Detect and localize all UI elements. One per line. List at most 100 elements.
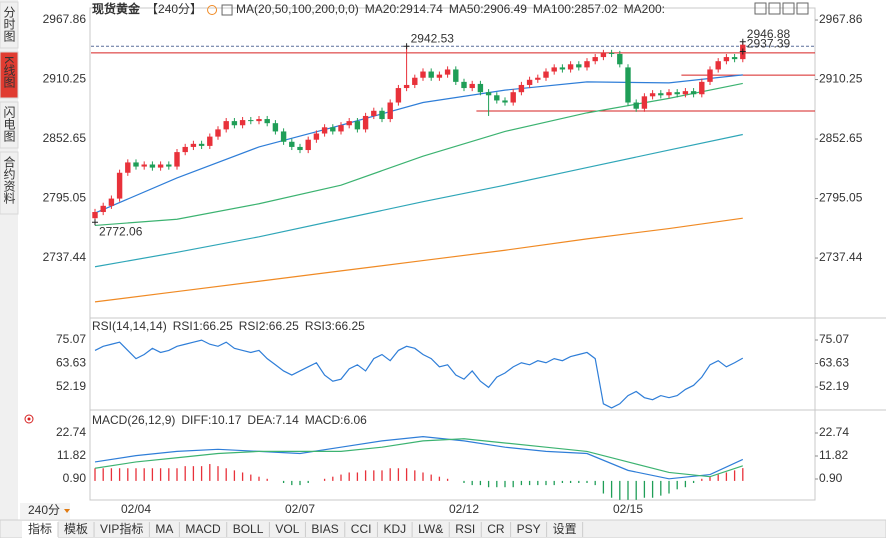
period-selector-bg[interactable] xyxy=(20,503,70,519)
annotation: 2942.53 xyxy=(411,31,455,45)
ma-line xyxy=(94,74,743,214)
candle-body xyxy=(305,139,311,151)
subtitle: 【240分】 xyxy=(146,2,202,16)
y-tick-label: 22.74 xyxy=(819,425,849,439)
period-selector[interactable]: 240分 xyxy=(28,503,60,517)
sidebar-tab-label[interactable]: K线图 xyxy=(2,56,16,88)
candle-body xyxy=(215,129,221,137)
y-tick-label: 75.07 xyxy=(56,332,86,346)
candle-body xyxy=(330,127,336,132)
candle-body xyxy=(584,61,590,68)
y-tick-label: 75.07 xyxy=(819,332,849,346)
sidebar-tab-label[interactable]: 分时图 xyxy=(2,6,16,42)
toolbar-tab[interactable]: BIAS xyxy=(311,522,338,536)
candle-body xyxy=(608,52,615,54)
candle-body xyxy=(338,125,344,132)
toolbar-tab[interactable]: VIP指标 xyxy=(100,521,143,536)
candle-body xyxy=(707,69,713,82)
toolbar-tab[interactable]: LW& xyxy=(418,522,443,536)
extreme-marker xyxy=(739,38,746,45)
rsi-line xyxy=(94,339,744,409)
toolbar-tab[interactable]: CR xyxy=(487,522,505,536)
y-tick-label: 2852.65 xyxy=(819,131,863,145)
candle-body xyxy=(641,96,648,109)
toolbar-tab[interactable]: MA xyxy=(155,522,173,536)
extreme-marker xyxy=(739,48,746,55)
legend-entry: MACD:6.06 xyxy=(305,413,367,427)
candle-body xyxy=(207,136,213,146)
indicator-title: MACD(26,12,9) xyxy=(92,413,175,427)
candle-body xyxy=(403,84,410,89)
candle-body xyxy=(674,92,680,95)
sidebar-tab[interactable] xyxy=(0,101,19,149)
candle-body xyxy=(182,146,188,153)
annotation: 2937.39 xyxy=(747,37,791,51)
active-tab-bg xyxy=(22,521,59,538)
candle-body xyxy=(354,121,361,130)
toolbar-tab[interactable]: BOLL xyxy=(233,522,264,536)
candle-body xyxy=(526,79,533,85)
y-tick-label: 2795.05 xyxy=(43,191,87,205)
y-tick-label: 22.74 xyxy=(56,425,86,439)
y-tick-label: 11.82 xyxy=(819,448,848,462)
candle-body xyxy=(379,110,385,120)
sidebar-tab-label[interactable]: 闪电图 xyxy=(2,106,16,142)
candle-body xyxy=(535,77,541,80)
ma-line xyxy=(94,133,743,268)
sidebar-tab-label[interactable]: 合约资料 xyxy=(2,155,16,204)
legend-entry: MA100:2857.02 xyxy=(533,2,618,16)
extreme-marker xyxy=(92,219,98,226)
candle-body xyxy=(313,133,320,140)
toolbar-tab[interactable]: 设置 xyxy=(553,522,577,536)
toolbar-tab[interactable]: MACD xyxy=(185,522,221,536)
candle-body xyxy=(551,67,557,72)
zoom-icon xyxy=(207,5,218,15)
toolbar-tab[interactable]: KDJ xyxy=(383,522,406,536)
indicator-label: MA(20,50,100,200,0,0) xyxy=(236,2,359,16)
candle-body xyxy=(256,119,262,122)
y-tick-label: 2852.65 xyxy=(43,131,87,145)
candle-body xyxy=(576,64,582,68)
toolbar-tab[interactable]: RSI xyxy=(455,522,475,536)
candle-body xyxy=(600,52,607,58)
y-tick-label: 2795.05 xyxy=(819,191,863,205)
settings-icon xyxy=(221,4,233,16)
candle-body xyxy=(715,61,721,70)
candle-body xyxy=(690,91,697,95)
candle-body xyxy=(346,121,352,126)
macd-line xyxy=(94,438,743,478)
candle-body xyxy=(567,64,574,70)
candle-body xyxy=(387,102,393,120)
indicator-title: RSI(14,14,14) xyxy=(92,319,167,333)
y-tick-label: 63.63 xyxy=(819,356,849,370)
candle-body xyxy=(149,164,156,168)
candle-body xyxy=(617,53,623,65)
y-tick-label: 52.19 xyxy=(819,379,849,393)
candle-body xyxy=(141,164,147,167)
y-tick-label: 2910.25 xyxy=(43,72,87,86)
macd-icon xyxy=(24,414,34,424)
toolbar-tab[interactable]: PSY xyxy=(517,522,541,536)
sidebar-tab[interactable] xyxy=(0,151,19,215)
candle-body xyxy=(502,100,508,103)
candle-body xyxy=(444,69,451,75)
candle-body xyxy=(174,152,180,167)
candle-body xyxy=(272,123,279,132)
candle-body xyxy=(666,92,672,96)
candle-body xyxy=(559,67,566,70)
toolbar-tab[interactable]: 模板 xyxy=(64,522,88,536)
y-tick-label: 2737.44 xyxy=(819,250,863,264)
sidebar-tab[interactable] xyxy=(0,51,19,99)
y-tick-label: 2737.44 xyxy=(43,250,87,264)
candle-body xyxy=(231,121,238,126)
window-icons xyxy=(754,2,809,15)
sidebar-tab[interactable] xyxy=(0,1,19,49)
y-tick-label: 11.82 xyxy=(57,448,86,462)
toolbar-tab[interactable]: VOL xyxy=(275,522,299,536)
macd-line xyxy=(94,436,744,480)
chart-title: 现货黄金 xyxy=(92,1,141,16)
toolbar-tab[interactable]: CCI xyxy=(351,522,372,536)
toolbar-tab[interactable]: 指标 xyxy=(28,521,52,536)
